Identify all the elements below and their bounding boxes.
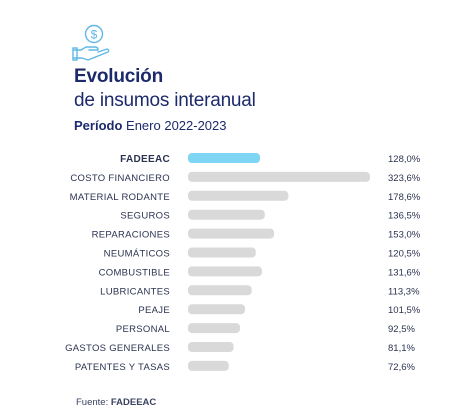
value-label-combustible: 131,6% — [388, 267, 421, 278]
category-label-patentes-y-tasas: PATENTES Y TASAS — [75, 362, 170, 373]
bar-material-rodante — [188, 190, 289, 201]
value-label-reparaciones: 153,0% — [388, 230, 421, 241]
source-label: Fuente: — [76, 397, 109, 408]
svg-text:$: $ — [91, 28, 98, 42]
chart-title-line2: de insumos interanual — [74, 90, 256, 111]
value-label-personal: 92,5% — [388, 324, 415, 335]
source-note: Fuente: FADEEAC — [76, 397, 156, 408]
category-label-costo-financiero: COSTO FINANCIERO — [70, 173, 170, 184]
bar-seguros — [188, 209, 265, 220]
category-label-material-rodante: MATERIAL RODANTE — [70, 192, 170, 203]
source-value: FADEEAC — [110, 397, 157, 408]
category-label-reparaciones: REPARACIONES — [92, 230, 170, 241]
bar-lubricantes — [188, 285, 252, 296]
category-label-combustible: COMBUSTIBLE — [99, 267, 170, 278]
category-label-neumaticos: NEUMÁTICOS — [104, 249, 170, 260]
value-label-seguros: 136,5% — [388, 211, 421, 222]
period-label: Período — [74, 118, 123, 133]
bar-personal — [188, 323, 240, 334]
category-label-seguros: SEGUROS — [120, 211, 170, 222]
chart-title-line1: Evolución — [74, 66, 163, 87]
category-label-fadeeac: FADEEAC — [120, 154, 170, 165]
category-label-peaje: PEAJE — [138, 305, 170, 316]
bar-reparaciones — [188, 228, 275, 239]
value-label-gastos-generales: 81,1% — [388, 343, 415, 354]
bar-patentes-y-tasas — [188, 360, 229, 371]
value-label-fadeeac: 128,0% — [388, 154, 421, 165]
bar-gastos-generales — [188, 342, 234, 352]
category-label-gastos-generales: GASTOS GENERALES — [65, 343, 170, 354]
bar-chart: FADEEAC 128,0% COSTO FINANCIERO 323,6% MATER… — [65, 153, 421, 373]
value-label-material-rodante: 178,6% — [388, 192, 421, 203]
value-label-peaje: 101,5% — [388, 305, 421, 316]
bar-neumaticos — [188, 247, 256, 258]
value-label-neumaticos: 120,5% — [388, 249, 421, 260]
money-hand-icon: $ — [72, 24, 110, 61]
bar-peaje — [188, 304, 246, 315]
category-label-personal: PERSONAL — [116, 324, 170, 335]
bar-combustible — [188, 266, 262, 277]
bar-costo-financiero — [188, 171, 370, 182]
category-label-lubricantes: LUBRICANTES — [100, 286, 170, 297]
chart-subtitle: Período Enero 2022-2023 — [74, 118, 227, 133]
value-label-costo-financiero: 323,6% — [388, 173, 421, 184]
value-label-lubricantes: 113,3% — [388, 286, 420, 297]
bar-fadeeac — [188, 153, 260, 163]
period-value: Enero 2022-2023 — [126, 118, 227, 133]
value-label-patentes-y-tasas: 72,6% — [388, 362, 415, 373]
